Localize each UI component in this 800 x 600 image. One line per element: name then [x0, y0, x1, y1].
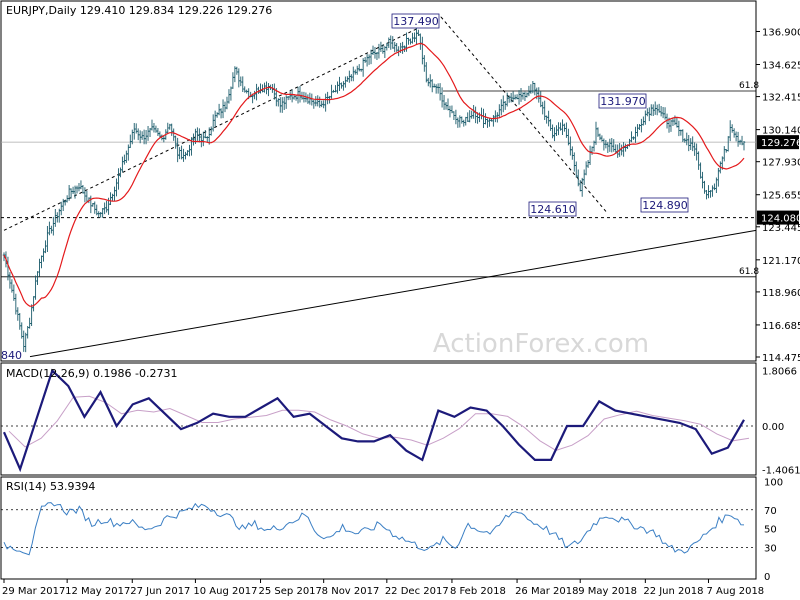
- ohlc-bars: [2, 26, 746, 353]
- price-tick-label: 118.960: [762, 288, 800, 299]
- annotation-box-peak: [391, 13, 440, 29]
- price-tick-label: 125.655: [762, 191, 800, 202]
- macd-tick-label: -1.4061: [762, 465, 800, 476]
- price-tick-label: 116.685: [762, 321, 800, 332]
- price-tick-label: 132.415: [762, 93, 800, 104]
- price-tick-label: 130.140: [762, 126, 800, 137]
- macd-layer: [1, 368, 756, 473]
- x-tick-label: 25 Sep 2017: [259, 586, 322, 597]
- macd-tick-label: 1.8066: [762, 366, 797, 377]
- moving-average-line: [3, 42, 745, 307]
- annotation-label-low2: 124.890: [642, 199, 688, 212]
- macd-panel: [0, 362, 757, 476]
- price-tick-label: 123.445: [762, 223, 800, 234]
- fib-label-low: 61.8: [739, 267, 759, 277]
- rsi-tick-label: 100: [764, 477, 783, 488]
- price-badge: [757, 135, 799, 150]
- price-layer: 137.490 124.610 131.970 124.890 61.8 61.8 840: [1, 13, 759, 362]
- price-panel: [0, 0, 757, 362]
- annotation-label-cut: 840: [1, 349, 22, 362]
- x-tick-label: 27 Jun 2017: [130, 586, 190, 597]
- macd-tick-label: 0.00: [762, 422, 784, 433]
- rsi-header: RSI(14) 53.9394: [6, 480, 95, 493]
- watermark: ActionForex.com: [433, 329, 649, 359]
- rsi-tick-label: 0: [764, 572, 770, 583]
- macd-line: [2, 368, 745, 473]
- fib-label-high: 61.8: [739, 81, 759, 91]
- x-tick-label: 26 Mar 2018: [515, 586, 578, 597]
- x-tick-label: 29 Mar 2017: [2, 586, 65, 597]
- long-term-trendline: [29, 229, 757, 358]
- annotation-label-peak: 137.490: [393, 15, 439, 28]
- price-tick-label: 136.900: [762, 27, 800, 38]
- ohlc-bar: [742, 141, 746, 151]
- rsi-layer: [1, 502, 756, 556]
- rsi-line: [3, 502, 745, 556]
- x-tick-label: 8 Nov 2017: [322, 586, 380, 597]
- x-tick-label: 22 Dec 2017: [385, 586, 449, 597]
- annotation-box-swing-high: [598, 93, 647, 109]
- x-tick-label: 9 May 2018: [578, 586, 637, 597]
- x-tick-label: 22 Jun 2018: [643, 586, 703, 597]
- price-tick-label: 114.475: [762, 353, 800, 364]
- x-tick-label: 8 Feb 2018: [450, 586, 506, 597]
- rsi-tick-label: 30: [764, 544, 777, 555]
- rsi-tick-label: 50: [764, 525, 777, 536]
- price-badge-label: 129.276: [761, 138, 800, 149]
- annotation-box-low2: [640, 197, 689, 213]
- axis-layer: 136.900 134.625 132.415 130.140 127.930 125.6…: [2, 27, 800, 597]
- annotation-label-low: 124.610: [530, 203, 576, 216]
- rsi-panel: [0, 476, 757, 580]
- x-tick-label: 10 Aug 2017: [193, 586, 257, 597]
- annotation-label-swing-high: 131.970: [600, 95, 646, 108]
- price-tick-label: 127.930: [762, 158, 800, 169]
- x-tick-label: 12 May 2017: [65, 586, 130, 597]
- price-header: EURJPY,Daily 129.410 129.834 129.226 129…: [6, 4, 272, 17]
- x-tick-label: 7 Aug 2018: [706, 586, 764, 597]
- rsi-tick-label: 70: [764, 506, 777, 517]
- price-badge-label: 124.080: [761, 214, 800, 225]
- price-tick-label: 121.170: [762, 256, 800, 267]
- price-badge: [757, 210, 799, 225]
- price-tick-label: 134.625: [762, 61, 800, 72]
- annotation-box-low: [528, 201, 577, 217]
- macd-header: MACD(12,26,9) 0.1986 -0.2731: [6, 367, 177, 380]
